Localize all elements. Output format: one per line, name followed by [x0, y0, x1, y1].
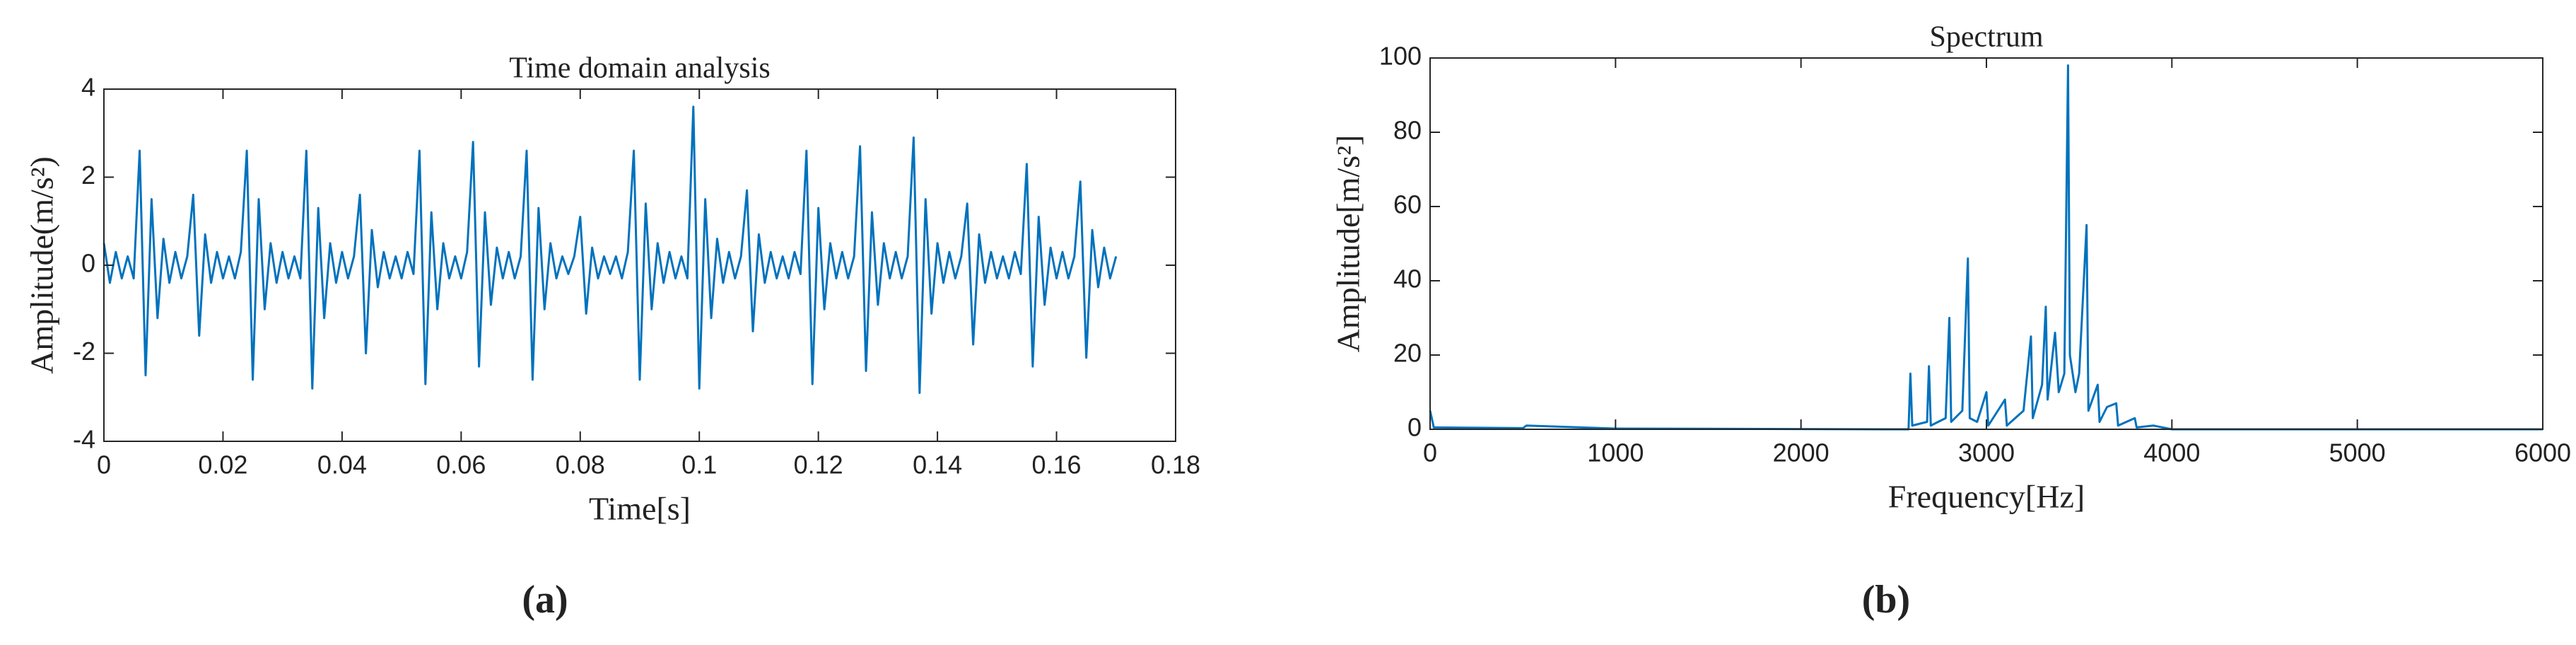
- chart-title: Spectrum: [1930, 21, 2044, 54]
- plot-area: [104, 89, 1176, 441]
- x-tick-label: 4000: [2143, 438, 2200, 467]
- y-tick-label: 4: [81, 73, 95, 102]
- y-tick-label: -4: [73, 425, 95, 454]
- x-tick-label: 0: [1423, 438, 1437, 467]
- x-tick-label: 0.18: [1151, 451, 1200, 480]
- y-tick-label: 2: [81, 161, 95, 190]
- x-tick-label: 3000: [1958, 438, 2015, 467]
- x-tick-label: 0.12: [794, 451, 843, 480]
- y-axis-label: Amplitude(m/s²): [24, 156, 60, 374]
- y-tick-label: 80: [1393, 116, 1422, 145]
- x-tick-label: 6000: [2514, 438, 2571, 467]
- y-tick-label: 0: [81, 249, 95, 278]
- x-tick-label: 0.1: [681, 451, 717, 480]
- x-axis-label: Frequency[Hz]: [1888, 479, 2085, 515]
- x-tick-label: 0.16: [1032, 451, 1082, 480]
- x-tick-label: 0.06: [436, 451, 486, 480]
- x-tick-label: 0.04: [317, 451, 367, 480]
- y-tick-label: 60: [1393, 190, 1422, 219]
- plot-area: [1430, 58, 2543, 429]
- x-tick-label: 5000: [2329, 438, 2386, 467]
- subplot-label: (a): [522, 578, 568, 622]
- chart-title: Time domain analysis: [509, 52, 770, 85]
- y-axis-label: Amplitude[m/s²]: [1330, 135, 1366, 353]
- subplot-label: (b): [1862, 578, 1910, 622]
- x-tick-label: 1000: [1587, 438, 1644, 467]
- y-tick-label: 40: [1393, 265, 1422, 294]
- x-axis-label: Time[s]: [589, 491, 691, 527]
- y-tick-label: 20: [1393, 339, 1422, 368]
- x-tick-label: 0.08: [556, 451, 605, 480]
- x-tick-label: 2000: [1773, 438, 1829, 467]
- signal-line: [1429, 64, 2543, 431]
- y-tick-label: 0: [1407, 413, 1422, 442]
- y-tick-label: 100: [1379, 42, 1422, 71]
- x-tick-label: 0.14: [913, 451, 962, 480]
- x-tick-label: 0: [97, 451, 111, 480]
- x-tick-label: 0.02: [198, 451, 247, 480]
- y-tick-label: -2: [73, 337, 95, 366]
- signal-line: [103, 105, 1118, 395]
